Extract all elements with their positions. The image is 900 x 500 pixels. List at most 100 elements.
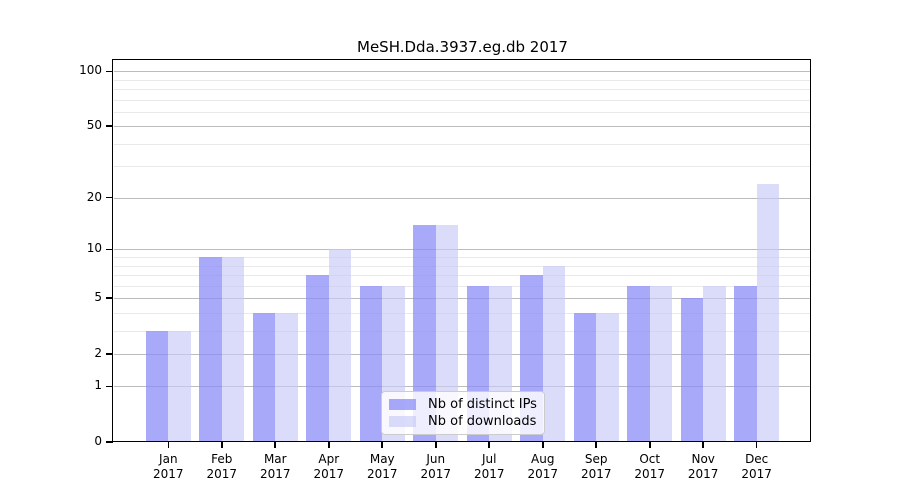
legend-swatch-downloads — [389, 416, 416, 427]
x-tick-label-mar: Mar 2017 — [247, 452, 303, 482]
y-tick-label-100: 100 — [79, 63, 102, 78]
y-tick-label-0: 0 — [94, 434, 102, 448]
y-tick-label-50: 50 — [86, 118, 102, 133]
x-tick-label-aug: Aug 2017 — [515, 452, 571, 482]
gridline-minor-70 — [114, 99, 811, 101]
y-tick-20 — [106, 196, 113, 199]
x-tick-jul — [488, 442, 491, 448]
x-tick-aug — [541, 442, 544, 448]
y-tick-0 — [106, 441, 113, 443]
x-tick-feb — [220, 442, 223, 448]
gridline-minor-7 — [114, 275, 811, 277]
x-tick-year-jun: 2017 — [420, 467, 452, 481]
bar-feb-downloads — [221, 257, 245, 442]
x-tick-year-feb: 2017 — [206, 467, 238, 481]
x-tick-label-jun: Jun 2017 — [408, 452, 464, 482]
x-tick-year-nov: 2017 — [687, 467, 719, 481]
bar-may-distinct-ips — [359, 285, 383, 442]
legend-label-distinct-ips: Nb of distinct IPs — [428, 397, 537, 412]
y-tick-1 — [106, 385, 113, 388]
x-tick-year-may: 2017 — [366, 467, 398, 481]
bar-sep-downloads — [596, 312, 619, 442]
bar-apr-distinct-ips — [306, 275, 329, 442]
bar-oct-distinct-ips — [627, 285, 650, 442]
bar-sep-distinct-ips — [573, 312, 597, 442]
x-tick-jan — [167, 442, 170, 448]
x-tick-label-jan: Jan 2017 — [140, 452, 196, 482]
x-tick-year-oct: 2017 — [634, 467, 665, 481]
gridline-major-50 — [114, 126, 811, 128]
y-tick-5 — [106, 297, 113, 299]
x-tick-year-apr: 2017 — [313, 467, 345, 481]
gridline-major-1 — [114, 386, 811, 388]
bar-mar-distinct-ips — [252, 312, 276, 442]
y-tick-label-5: 5 — [94, 290, 102, 305]
x-tick-mar — [274, 442, 277, 448]
x-tick-year-aug: 2017 — [527, 467, 558, 481]
gridline-minor-60 — [114, 111, 811, 113]
gridline-minor-8 — [114, 265, 811, 267]
legend-label-downloads: Nb of downloads — [428, 414, 537, 429]
bar-jan-downloads — [168, 330, 191, 442]
x-tick-apr — [327, 442, 330, 448]
gridline-minor-6 — [114, 285, 811, 287]
bar-apr-downloads — [328, 249, 352, 442]
x-tick-label-feb: Feb 2017 — [194, 452, 250, 482]
bar-mar-downloads — [275, 312, 298, 442]
chart-title: MeSH.Dda.3937.eg.db 2017 — [357, 38, 568, 56]
bar-feb-distinct-ips — [199, 257, 222, 442]
x-tick-jun — [434, 442, 437, 448]
x-tick-label-jul: Jul 2017 — [461, 452, 517, 482]
x-tick-year-jul: 2017 — [473, 467, 505, 481]
legend-swatch-distinct-ips — [389, 399, 416, 410]
x-tick-label-nov: Nov 2017 — [675, 452, 731, 482]
gridline-minor-9 — [114, 257, 811, 259]
y-tick-label-10: 10 — [86, 241, 102, 256]
legend: Nb of distinct IPs Nb of downloads — [381, 391, 545, 435]
gridline-major-20 — [114, 197, 811, 199]
x-tick-sep — [595, 442, 597, 448]
x-tick-year-jan: 2017 — [153, 467, 184, 481]
gridline-major-5 — [114, 298, 811, 300]
gridline-minor-40 — [114, 143, 811, 145]
bar-jun-downloads — [435, 224, 459, 442]
y-tick-100 — [106, 70, 113, 73]
gridline-minor-80 — [114, 89, 811, 91]
bar-dec-downloads — [756, 183, 780, 442]
bar-nov-distinct-ips — [680, 298, 704, 442]
bar-jan-distinct-ips — [145, 330, 169, 442]
gridline-major-10 — [114, 249, 811, 251]
y-tick-label-2: 2 — [94, 345, 102, 360]
gridline-minor-3 — [114, 330, 811, 332]
bar-aug-downloads — [542, 265, 566, 442]
y-tick-label-1: 1 — [94, 378, 102, 393]
legend-item-distinct-ips: Nb of distinct IPs — [389, 397, 537, 412]
bar-oct-downloads — [649, 285, 673, 442]
y-tick-2 — [106, 352, 113, 355]
x-tick-dec — [755, 442, 758, 448]
y-tick-50 — [106, 125, 113, 128]
gridline-major-100 — [114, 71, 811, 73]
gridline-major-2 — [114, 353, 811, 355]
x-tick-year-dec: 2017 — [741, 467, 772, 481]
x-tick-oct — [648, 442, 651, 448]
y-tick-label-20: 20 — [86, 189, 102, 204]
x-tick-may — [381, 442, 384, 448]
bar-dec-distinct-ips — [734, 285, 757, 442]
x-tick-label-may: May 2017 — [354, 452, 410, 482]
x-tick-label-apr: Apr 2017 — [301, 452, 357, 482]
legend-item-downloads: Nb of downloads — [389, 414, 537, 429]
x-tick-label-dec: Dec 2017 — [729, 452, 785, 482]
x-tick-year-sep: 2017 — [580, 467, 612, 481]
gridline-minor-30 — [114, 166, 811, 168]
x-tick-label-oct: Oct 2017 — [622, 452, 678, 482]
gridline-minor-90 — [114, 79, 811, 81]
gridline-minor-4 — [114, 312, 811, 314]
x-tick-year-mar: 2017 — [259, 467, 291, 481]
x-tick-label-sep: Sep 2017 — [568, 452, 624, 482]
bar-nov-downloads — [703, 285, 726, 442]
x-tick-nov — [702, 442, 704, 448]
y-tick-10 — [106, 248, 113, 251]
bar-jun-distinct-ips — [413, 224, 436, 442]
